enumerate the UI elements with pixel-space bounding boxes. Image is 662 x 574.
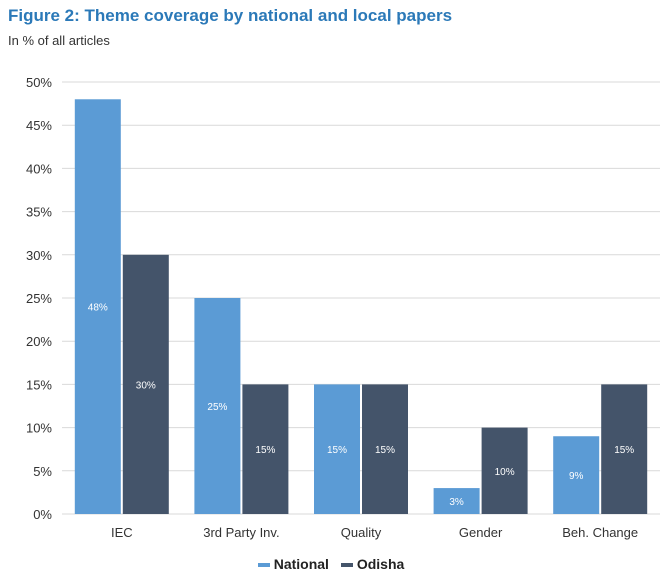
- legend-swatch-odisha: [340, 563, 353, 568]
- bar-national: [433, 488, 480, 514]
- x-tick-label: Beh. Change: [562, 525, 638, 540]
- y-tick-label: 15%: [26, 377, 52, 392]
- data-label-odisha: 30%: [136, 380, 156, 391]
- data-label-odisha: 15%: [614, 445, 634, 456]
- x-tick-label: Quality: [341, 525, 382, 540]
- legend: National Odisha: [0, 556, 662, 572]
- bar-national: [74, 99, 121, 514]
- legend-item-national: National: [257, 556, 329, 572]
- legend-item-odisha: Odisha: [340, 556, 405, 572]
- bar-national: [194, 298, 241, 514]
- y-tick-label: 10%: [26, 421, 52, 436]
- bar-national: [553, 436, 600, 514]
- legend-label-national: National: [273, 556, 329, 572]
- data-label-national: 9%: [569, 471, 584, 482]
- y-tick-label: 20%: [26, 334, 52, 349]
- bar-odisha: [362, 384, 408, 514]
- bar-odisha: [122, 254, 169, 515]
- data-label-national: 48%: [88, 303, 108, 314]
- bar-national: [314, 384, 360, 514]
- chart-subtitle: In % of all articles: [8, 33, 110, 48]
- y-tick-label: 25%: [26, 291, 52, 306]
- x-tick-label: 3rd Party Inv.: [203, 525, 279, 540]
- legend-swatch-national: [257, 563, 270, 568]
- data-label-odisha: 15%: [255, 445, 275, 456]
- bar-odisha: [601, 384, 648, 514]
- bar-odisha: [481, 427, 528, 514]
- y-tick-label: 50%: [26, 75, 52, 90]
- data-label-national: 15%: [327, 445, 347, 456]
- x-tick-label: Gender: [459, 525, 503, 540]
- data-label-odisha: 10%: [495, 467, 515, 478]
- y-tick-label: 30%: [26, 248, 52, 263]
- y-tick-label: 5%: [33, 464, 52, 479]
- x-tick-label: IEC: [111, 525, 133, 540]
- legend-label-odisha: Odisha: [356, 556, 405, 572]
- bar-odisha: [242, 384, 289, 514]
- data-label-national: 3%: [449, 497, 464, 508]
- chart-title: Figure 2: Theme coverage by national and…: [8, 6, 453, 25]
- y-tick-label: 45%: [26, 118, 52, 133]
- data-label-odisha: 15%: [375, 445, 395, 456]
- y-tick-label: 40%: [26, 161, 52, 176]
- data-label-national: 25%: [207, 402, 227, 413]
- y-tick-label: 35%: [26, 205, 52, 220]
- y-tick-label: 0%: [33, 507, 52, 522]
